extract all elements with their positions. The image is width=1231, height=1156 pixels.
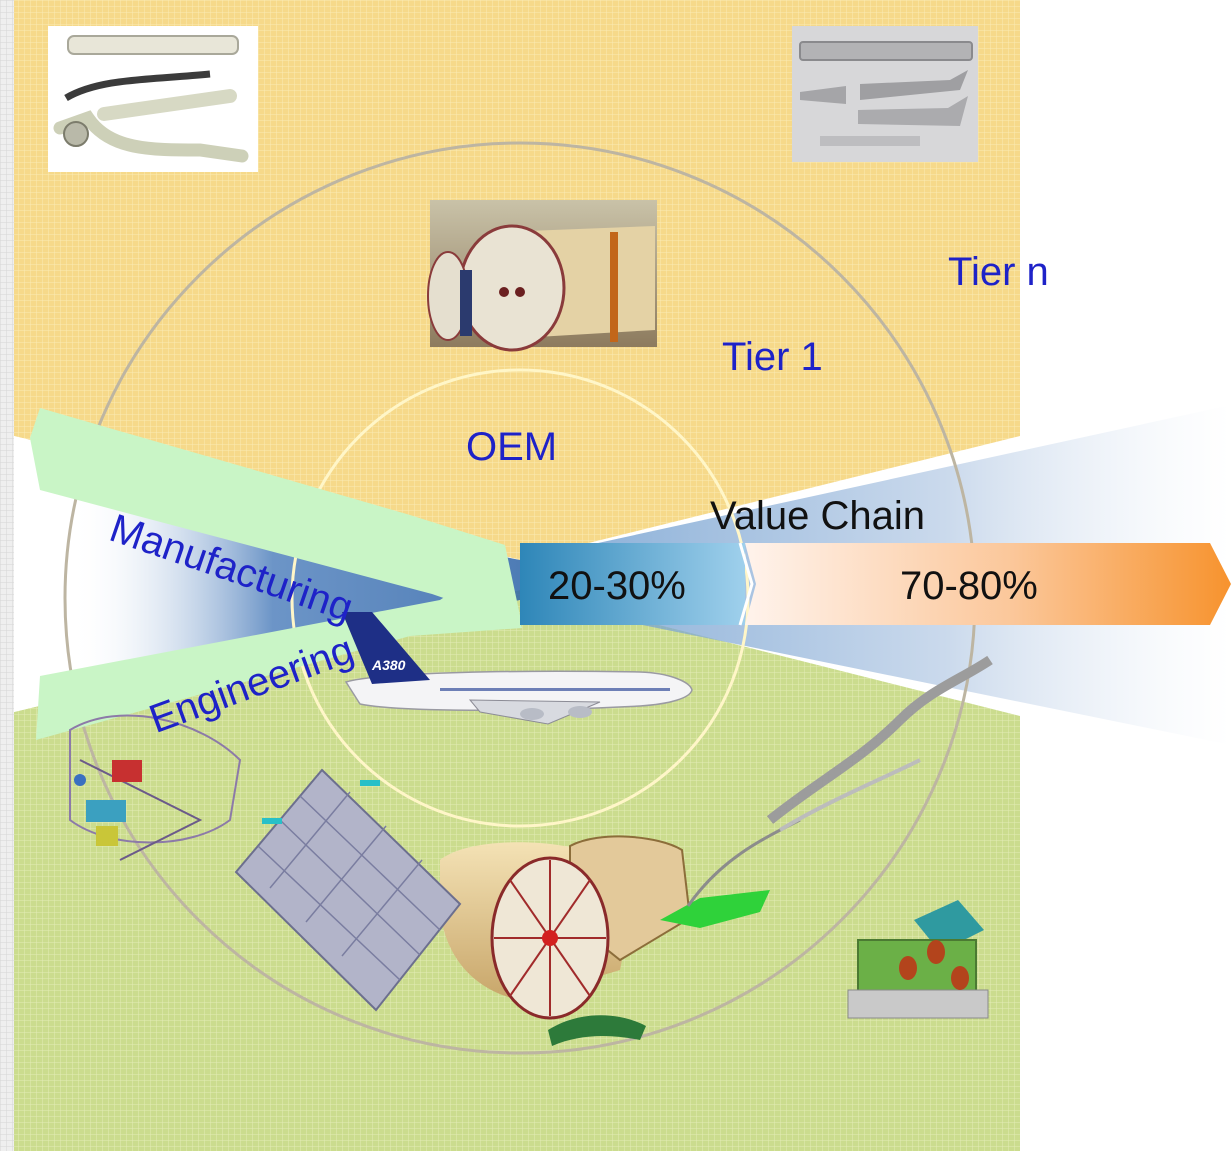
cad-panel-model: [234, 768, 462, 1012]
manufacturing-arrow: [30, 408, 522, 625]
a380-airplane: A380: [342, 612, 693, 725]
value-chain-label: Value Chain: [710, 494, 925, 538]
metal-parts-photo: [792, 26, 978, 162]
left-edge-strip: [0, 0, 14, 1151]
cad-jig-model: [766, 655, 993, 1019]
engineering-arrow: [36, 560, 522, 740]
oem-label: OEM: [466, 425, 558, 469]
segment-divider: [738, 542, 754, 626]
fuselage-sections-model: [440, 835, 692, 1020]
cad-frame-model: [69, 714, 242, 861]
supplier-segment: [745, 543, 1231, 625]
tier-1-label: Tier 1: [722, 335, 823, 379]
tier-n-label: Tier n: [948, 250, 1049, 294]
aircraft-marking: A380: [371, 657, 406, 673]
pipe-parts-photo: [48, 26, 258, 172]
oem-segment: [520, 543, 745, 625]
fuselage-assembly-photo: [427, 200, 657, 352]
oem-share-value: 20-30%: [548, 564, 686, 608]
supplier-share-value: 70-80%: [900, 564, 1038, 608]
